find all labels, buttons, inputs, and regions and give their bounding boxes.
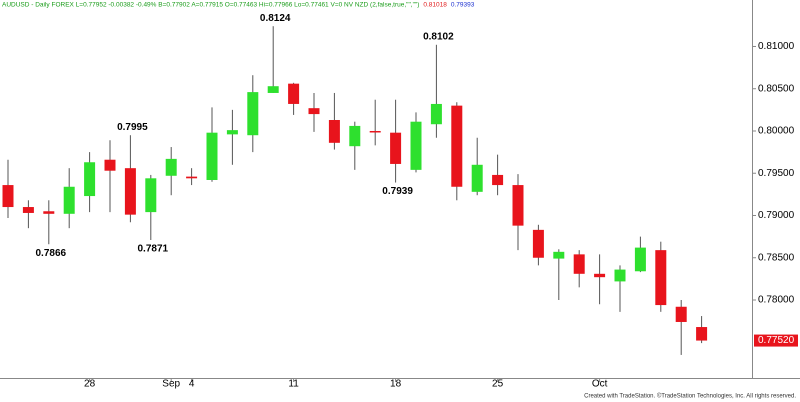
candle-body [573, 254, 585, 274]
candle-body [2, 185, 14, 208]
candle-body [186, 176, 198, 179]
annotation: 0.7871 [138, 244, 169, 255]
candle-body [390, 132, 402, 164]
annotation: 0.7995 [117, 122, 148, 133]
annotation: 0.7866 [36, 248, 67, 259]
header-value: 0.79393 [451, 2, 475, 9]
annotation: 0.7939 [382, 186, 413, 197]
candle-body [451, 105, 463, 187]
candle-body [634, 247, 646, 272]
candle-body [655, 250, 667, 306]
x-tick-label: 11 [288, 379, 299, 390]
candle-body [145, 178, 157, 213]
annotation: 0.8102 [423, 31, 454, 42]
candle-body [22, 207, 34, 213]
candle-body [308, 108, 320, 115]
candle-body [124, 168, 136, 215]
x-tick-label: 25 [492, 379, 504, 390]
y-tick-label: 0.80000 [758, 126, 795, 137]
x-tick-label: 28 [84, 379, 96, 390]
candle-body [532, 229, 544, 258]
candle-body [696, 327, 708, 341]
candle-body [247, 92, 259, 136]
candle-body [512, 185, 524, 226]
y-tick-label: 0.79500 [758, 168, 795, 179]
candle-body [43, 211, 55, 214]
x-tick-label: Sep [162, 379, 180, 390]
candle-body [226, 130, 238, 135]
footer: Created with TradeStation. ©TradeStation… [584, 393, 796, 400]
annotation: 0.8124 [260, 13, 291, 24]
x-tick-label: Oct [592, 379, 608, 390]
candle-body [614, 269, 626, 282]
y-tick-label: 0.80500 [758, 83, 795, 94]
candle-body [369, 130, 381, 133]
y-tick-label: 0.79000 [758, 210, 795, 221]
header-value: 0.81018 [423, 2, 447, 9]
candle-body [328, 120, 340, 143]
candle-body [165, 158, 177, 176]
candle-body [288, 83, 300, 104]
candle-body [471, 164, 483, 192]
x-tick-label: 4 [189, 379, 195, 390]
last-price-box [754, 334, 798, 347]
candle-body [553, 251, 565, 259]
candle-body [206, 132, 218, 180]
last-price-label: 0.77520 [758, 335, 795, 346]
candle-body [104, 159, 116, 171]
candle-body [675, 306, 687, 322]
x-tick-label: 18 [390, 379, 402, 390]
candle-body [349, 125, 361, 147]
candle-body [430, 103, 442, 125]
candle-body [63, 186, 75, 214]
y-tick-label: 0.78500 [758, 252, 795, 263]
candle-body [492, 174, 504, 186]
y-tick-label: 0.78000 [758, 295, 795, 306]
candle-body [594, 273, 606, 278]
header: AUDUSD - Daily FOREX L=0.77952 -0.00382 … [2, 2, 419, 9]
y-tick-label: 0.81000 [758, 41, 795, 52]
candle-body [84, 162, 96, 197]
candle-body [410, 121, 422, 170]
candle-body [267, 86, 279, 93]
